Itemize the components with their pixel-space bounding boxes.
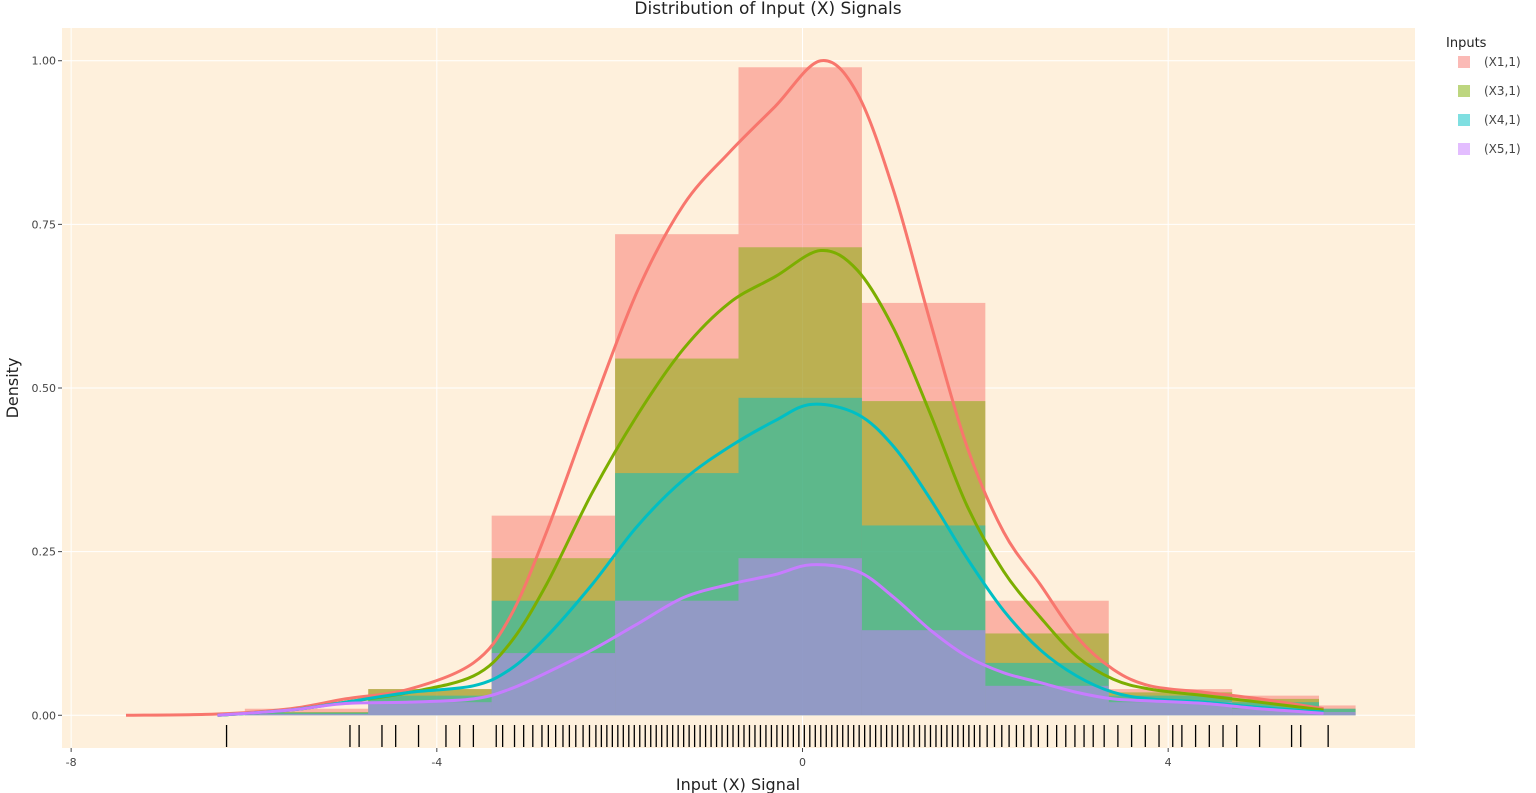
y-tick-label: 0.75 — [32, 218, 57, 231]
legend-label: (X1,1) — [1484, 55, 1521, 69]
histogram-bar — [861, 630, 986, 716]
bar-series — [244, 558, 1356, 716]
x-tick-label: 4 — [1165, 756, 1172, 769]
legend-label: (X3,1) — [1484, 84, 1521, 98]
legend-swatch — [1458, 143, 1470, 155]
x-axis: -8 -4 0 4 — [66, 748, 1172, 769]
histogram-bar — [738, 558, 862, 716]
legend-item: (X4,1) — [1458, 113, 1521, 127]
histogram-bar — [1319, 712, 1356, 716]
legend-item: (X5,1) — [1458, 142, 1521, 156]
y-tick-label: 1.00 — [32, 55, 57, 68]
y-tick-label: 0.00 — [32, 709, 57, 722]
y-tick-label: 0.25 — [32, 546, 57, 559]
density-line — [217, 402, 1324, 717]
density-line — [125, 59, 1324, 717]
legend-title: Inputs — [1446, 36, 1487, 51]
histogram-bar — [615, 600, 739, 716]
x-tick-label: -4 — [431, 756, 442, 769]
y-axis: 0.00 0.25 0.50 0.75 1.00 — [32, 55, 62, 722]
histogram-bar — [1108, 702, 1233, 716]
legend: Inputs (X1,1) (X3,1) (X4,1) (X5,1) — [1446, 36, 1521, 156]
chart-title: Distribution of Input (X) Signals — [634, 0, 901, 19]
legend-swatch — [1458, 114, 1470, 126]
legend-swatch — [1458, 85, 1470, 97]
histogram-bar — [368, 702, 492, 716]
x-tick-label: 0 — [799, 756, 806, 769]
legend-swatch — [1458, 56, 1470, 68]
density-curves — [125, 59, 1324, 717]
y-tick-label: 0.50 — [32, 382, 57, 395]
density-line — [217, 249, 1324, 717]
y-axis-title: Density — [3, 358, 22, 419]
histogram-bar — [1232, 708, 1320, 716]
legend-item: (X1,1) — [1458, 55, 1521, 69]
density-line — [217, 563, 1324, 717]
legend-label: (X4,1) — [1484, 113, 1521, 127]
legend-item: (X3,1) — [1458, 84, 1521, 98]
x-axis-title: Input (X) Signal — [676, 775, 800, 793]
histogram-bars — [244, 67, 1356, 716]
legend-label: (X5,1) — [1484, 142, 1521, 156]
histogram-bar — [985, 685, 1109, 716]
rug-marks — [225, 725, 1329, 747]
histogram-bar — [244, 713, 369, 716]
x-tick-label: -8 — [66, 756, 77, 769]
histogram-bar — [491, 653, 616, 716]
